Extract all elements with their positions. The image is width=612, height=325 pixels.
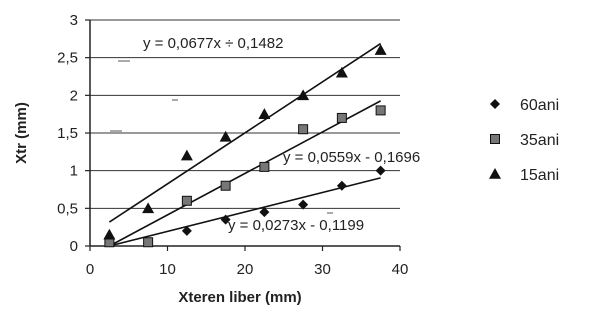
scan-artifacts bbox=[110, 60, 333, 214]
point-15ani bbox=[219, 130, 232, 142]
legend-label-60ani: 60ani bbox=[520, 97, 559, 114]
equation-35ani: y = 0,0559x - 0,1696 bbox=[283, 149, 420, 166]
x-axis-label: Xteren liber (mm) bbox=[178, 289, 301, 306]
x-tick-label: 20 bbox=[237, 261, 254, 278]
point-60ani bbox=[259, 207, 270, 218]
point-60ani bbox=[298, 199, 309, 210]
point-60ani bbox=[336, 180, 347, 191]
point-60ani bbox=[375, 165, 386, 176]
x-tick-label: 10 bbox=[159, 261, 176, 278]
x-tick-label: 0 bbox=[86, 261, 94, 278]
y-tick-label: 3 bbox=[70, 12, 78, 29]
point-15ani bbox=[335, 66, 348, 78]
point-35ani bbox=[143, 237, 154, 248]
trendline-15ani bbox=[108, 42, 382, 223]
legend-marker-15ani bbox=[489, 168, 501, 179]
y-tick-label: 1,5 bbox=[57, 125, 78, 142]
point-15ani bbox=[180, 149, 193, 161]
x-tick-label: 30 bbox=[314, 261, 331, 278]
point-15ani bbox=[142, 202, 155, 214]
trendline-60ani bbox=[109, 177, 381, 247]
point-35ani bbox=[336, 112, 347, 123]
point-60ani bbox=[181, 225, 192, 236]
point-15ani bbox=[258, 108, 271, 119]
equation-60ani: y = 0,0273x - 0,1199 bbox=[228, 217, 364, 234]
point-15ani bbox=[374, 44, 387, 55]
y-axis-label: Xtr (mm) bbox=[13, 102, 30, 164]
y-tick-label: 0,5 bbox=[57, 200, 78, 217]
point-15ani bbox=[103, 228, 116, 240]
point-35ani bbox=[298, 124, 309, 135]
legend-marker-60ani bbox=[490, 99, 500, 109]
trendline-35ani bbox=[108, 100, 382, 247]
point-15ani bbox=[297, 89, 310, 101]
y-tick-label: 2 bbox=[70, 87, 78, 104]
x-tick-label: 40 bbox=[392, 261, 409, 278]
point-60ani bbox=[220, 214, 231, 225]
legend-marker-35ani bbox=[490, 134, 500, 144]
point-35ani bbox=[220, 180, 231, 191]
trendlines bbox=[108, 42, 382, 247]
point-35ani bbox=[375, 105, 386, 116]
legend-label-15ani: 15ani bbox=[520, 167, 559, 184]
data-points bbox=[103, 44, 387, 248]
y-tick-label: 0 bbox=[70, 238, 78, 255]
legend: 60ani 35ani 15ani bbox=[489, 97, 559, 184]
axis-ticks: 00,511,522,530 10 20 30 40 bbox=[57, 12, 408, 278]
legend-label-35ani: 35ani bbox=[520, 132, 559, 149]
y-tick-label: 2,5 bbox=[57, 50, 78, 67]
equation-15ani: y = 0,0677x ÷ 0,1482 bbox=[143, 35, 283, 52]
point-35ani bbox=[259, 161, 270, 172]
y-tick-label: 1 bbox=[70, 163, 78, 180]
point-35ani bbox=[181, 195, 192, 206]
trendline-equations: y = 0,0273x - 0,1199 y = 0,0559x - 0,1696… bbox=[143, 35, 420, 234]
